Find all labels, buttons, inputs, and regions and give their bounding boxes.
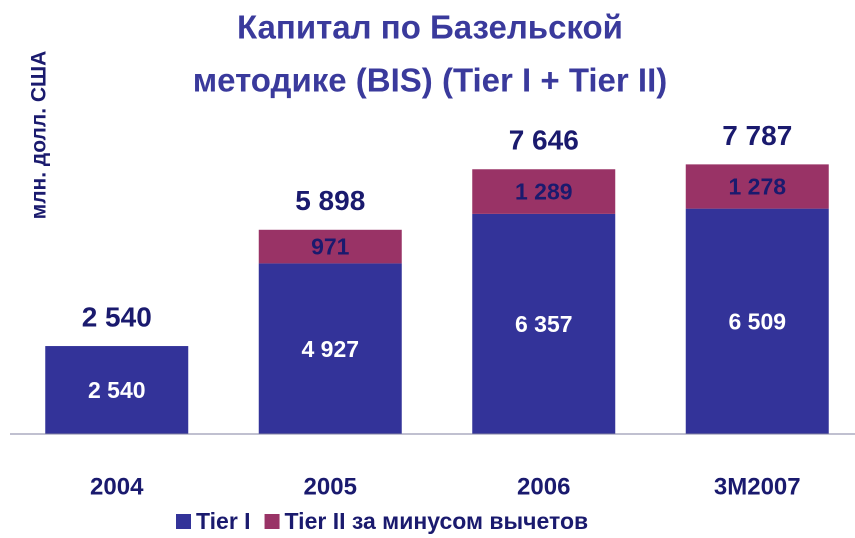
legend-swatch <box>176 514 191 529</box>
total-label: 2 540 <box>82 301 152 332</box>
legend-label: Tier I <box>196 508 251 534</box>
bar-segment <box>45 346 189 434</box>
y-axis-label: млн. долл. США <box>28 51 51 220</box>
bar-segment <box>472 213 616 434</box>
bar-segment <box>685 208 829 434</box>
total-label: 5 898 <box>295 185 365 216</box>
bar-segment <box>258 263 402 434</box>
bar-segment <box>472 169 616 214</box>
x-tick-label: 3M2007 <box>714 473 801 500</box>
total-label: 7 646 <box>509 125 579 156</box>
chart-title: методике (BIS) (Tier I + Tier II) <box>193 62 668 99</box>
data-label: 6 509 <box>728 308 786 334</box>
x-tick-label: 2005 <box>304 473 357 500</box>
data-label: 4 927 <box>301 336 359 362</box>
bar-segment <box>685 164 829 209</box>
x-tick-label: 2004 <box>90 473 144 500</box>
chart-title: Капитал по Базельской <box>237 9 623 46</box>
data-label: 6 357 <box>515 311 573 337</box>
data-label: 1 278 <box>728 174 786 200</box>
legend-swatch <box>264 514 280 529</box>
legend-label: Tier II за минусом вычетов <box>285 508 589 534</box>
x-tick-label: 2006 <box>517 473 570 500</box>
data-label: 1 289 <box>515 179 573 205</box>
data-label: 971 <box>311 234 350 260</box>
bar-segment <box>258 229 402 264</box>
total-label: 7 787 <box>722 120 792 151</box>
data-label: 2 540 <box>88 377 146 403</box>
